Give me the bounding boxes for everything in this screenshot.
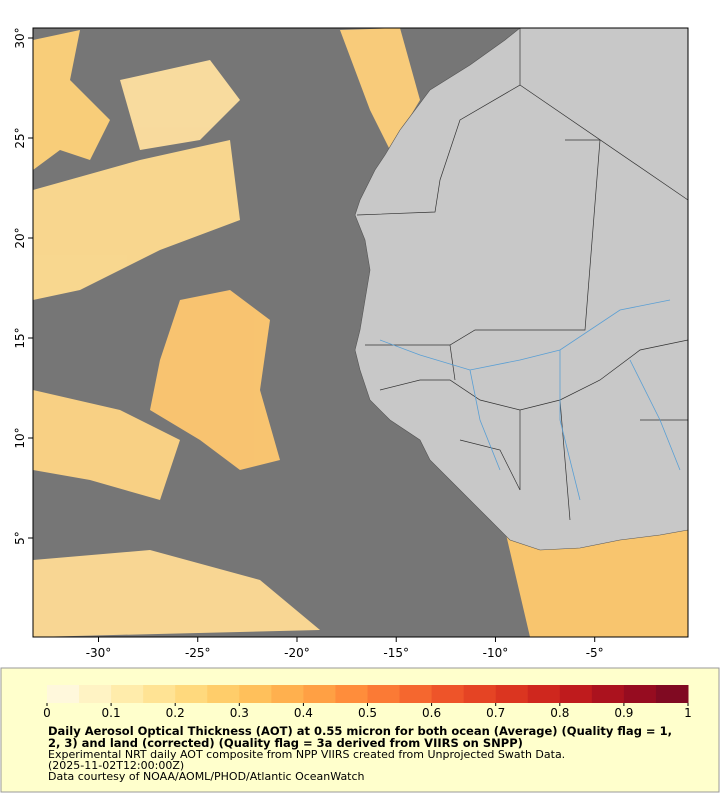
colorbar-swatch <box>431 685 465 703</box>
colorbar-tick-label: 0.1 <box>102 706 121 720</box>
colorbar-swatch <box>655 685 689 703</box>
colorbar-swatch <box>527 685 561 703</box>
caption-line: (2025-11-02T12:00:00Z) <box>48 759 185 772</box>
colorbar-swatch <box>303 685 336 703</box>
colorbar-tick-label: 0.9 <box>614 706 633 720</box>
colorbar-swatch <box>271 685 304 703</box>
colorbar-tick-label: 0.4 <box>294 706 313 720</box>
caption-line: Experimental NRT daily AOT composite fro… <box>48 748 566 761</box>
x-tick-label: -10° <box>483 646 509 660</box>
colorbar-swatch <box>239 685 272 703</box>
y-tick-label: 20° <box>13 227 27 248</box>
land <box>354 28 688 551</box>
axes: -30° -25° -20° -15° -10° -5° 5° 10° 15° 20° 25° 30° <box>13 27 604 660</box>
y-tick-label: 10° <box>13 427 27 448</box>
colorbar-swatch <box>79 685 112 703</box>
colorbar-swatch <box>367 685 401 703</box>
rivers <box>379 299 681 501</box>
x-tick-label: -30° <box>86 646 112 660</box>
colorbar-tick-label: 0.3 <box>230 706 249 720</box>
map-image <box>33 28 688 637</box>
x-tick-label: -5° <box>586 646 604 660</box>
aerosol-patches <box>33 28 688 637</box>
y-tick-label: 15° <box>13 327 27 348</box>
caption: Daily Aerosol Optical Thickness (AOT) at… <box>48 725 678 782</box>
colorbar-swatch <box>399 685 433 703</box>
x-tick-label: -15° <box>383 646 409 660</box>
colorbar-tick-label: 0.2 <box>166 706 185 720</box>
colorbar-tick-label: 0.8 <box>550 706 569 720</box>
colorbar-tick-label: 0.7 <box>486 706 505 720</box>
colorbar-swatch <box>143 685 176 703</box>
colorbar-swatch <box>47 685 80 703</box>
colorbar-swatch <box>623 685 657 703</box>
y-tick-label: 25° <box>13 127 27 148</box>
colorbar-swatch <box>495 685 529 703</box>
colorbar-tick-label: 1 <box>684 706 692 720</box>
x-tick-label: -20° <box>284 646 310 660</box>
colorbar-swatch <box>207 685 240 703</box>
map-frame <box>32 27 689 638</box>
caption-line: Data courtesy of NOAA/AOML/PHOD/Atlantic… <box>48 770 365 783</box>
colorbar-swatch <box>559 685 593 703</box>
y-tick-label: 5° <box>13 531 27 545</box>
colorbar: 0 0.1 0.2 0.3 0.4 0.5 0.6 0.7 0.8 0.9 1 <box>43 685 692 720</box>
x-tick-label: -25° <box>185 646 211 660</box>
y-tick-label: 30° <box>13 27 27 48</box>
colorbar-swatch <box>111 685 144 703</box>
colorbar-swatch <box>335 685 368 703</box>
borders <box>356 28 688 521</box>
caption-title: Daily Aerosol Optical Thickness (AOT) at… <box>48 724 672 750</box>
colorbar-tick-label: 0.5 <box>358 706 377 720</box>
colorbar-swatch <box>591 685 625 703</box>
colorbar-swatch <box>463 685 497 703</box>
colorbar-tick-label: 0 <box>43 706 51 720</box>
colorbar-tick-label: 0.6 <box>422 706 441 720</box>
colorbar-swatch <box>175 685 208 703</box>
